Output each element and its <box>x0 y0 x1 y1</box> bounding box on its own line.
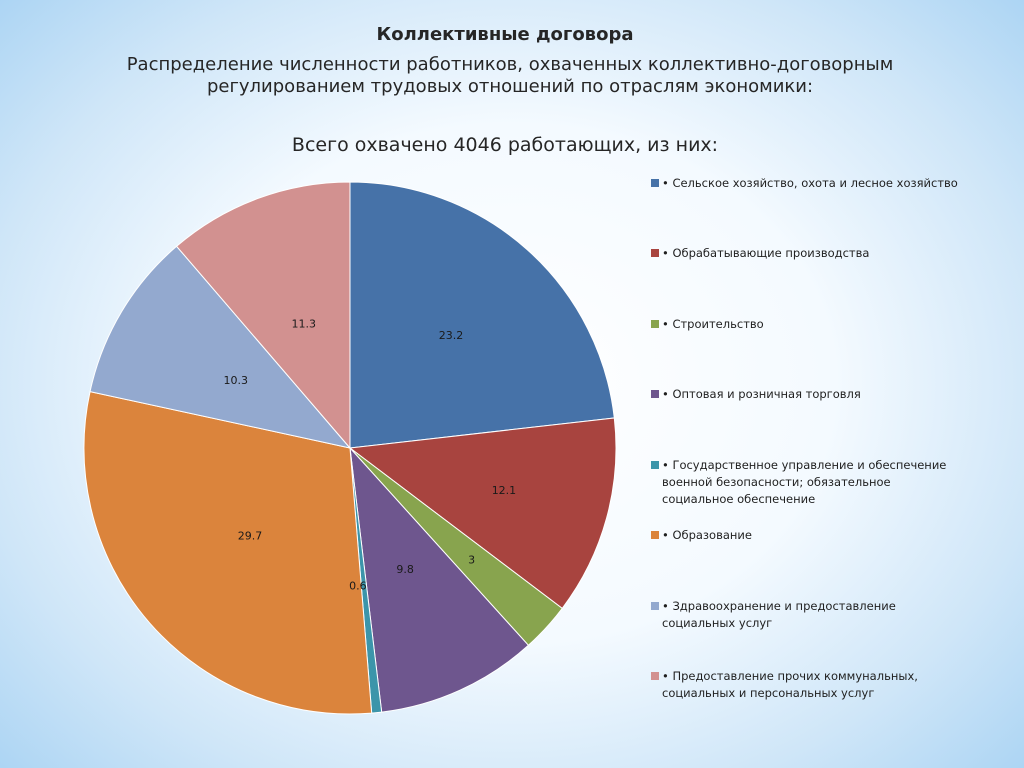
pie-data-label: 12.1 <box>492 484 517 497</box>
pie-slice <box>175 181 351 450</box>
pie-data-label: 29.7 <box>238 530 263 543</box>
pie-slice <box>348 417 617 610</box>
legend-swatch <box>651 249 659 257</box>
legend-label: • Оптовая и розничная торговля <box>662 387 861 401</box>
pie-data-label: 23.2 <box>439 329 464 342</box>
legend-item: • Оптовая и розничная торговля <box>651 386 971 403</box>
slide-subtitle: Распределение численности работников, ох… <box>126 54 894 97</box>
legend-label: • Обрабатывающие производства <box>662 246 870 260</box>
legend-item: • Сельское хозяйство, охота и лесное хоз… <box>651 175 971 192</box>
legend-label: • Государственное управление и обеспечен… <box>662 458 947 506</box>
legend-label: • Сельское хозяйство, охота и лесное хоз… <box>662 176 958 190</box>
legend-swatch <box>651 602 659 610</box>
legend-label: • Строительство <box>662 317 764 331</box>
legend-swatch <box>651 672 659 680</box>
legend-swatch <box>651 531 659 539</box>
legend-item: • Образование <box>651 527 971 544</box>
pie-slice <box>83 391 373 715</box>
pie-data-label: 3 <box>468 553 475 566</box>
legend-item: • Государственное управление и обеспечен… <box>651 457 971 508</box>
legend-label: • Предоставление прочих коммунальных, со… <box>662 669 918 700</box>
pie-data-label: 10.3 <box>223 374 248 387</box>
pie-data-label: 11.3 <box>292 317 317 330</box>
pie-slice <box>89 245 352 449</box>
legend-swatch <box>651 390 659 398</box>
pie-slice <box>349 446 530 713</box>
pie-data-label: 9.8 <box>396 563 414 576</box>
chart-title: Всего охвачено 4046 работающих, из них: <box>291 134 719 156</box>
pie-slice <box>349 181 615 449</box>
legend-label: • Здравоохранение и предоставление социа… <box>662 599 896 630</box>
legend-swatch <box>651 179 659 187</box>
legend-item: • Предоставление прочих коммунальных, со… <box>651 668 971 702</box>
legend-swatch <box>651 461 659 469</box>
slide-title: Коллективные договора <box>376 24 634 45</box>
legend-item: • Обрабатывающие производства <box>651 245 971 262</box>
legend-item: • Строительство <box>651 316 971 333</box>
legend-label: • Образование <box>662 528 752 542</box>
pie-data-label: 0.6 <box>349 580 367 593</box>
legend-swatch <box>651 320 659 328</box>
legend-item: • Здравоохранение и предоставление социа… <box>651 598 971 632</box>
